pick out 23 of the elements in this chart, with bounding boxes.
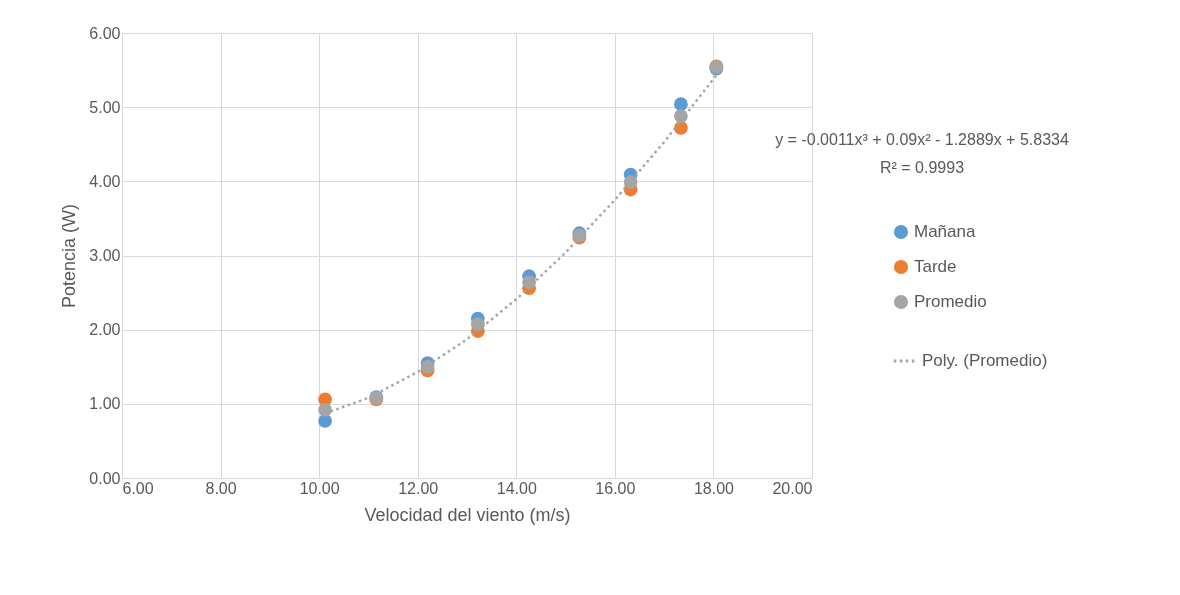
legend-label: Mañana [914,222,976,241]
x-axis-title: Velocidad del viento (m/s) [364,504,571,525]
y-tick-label: 6.00 [89,24,121,42]
y-tick-label: 1.00 [89,395,121,413]
y-tick-label: 4.00 [89,172,121,190]
x-tick-label: 6.00 [122,479,154,497]
annotation: y = -0.0011x³ + 0.09x² - 1.2889x + 5.8334 [775,131,1069,148]
y-tick-label: 5.00 [89,98,121,116]
x-tick-label: 20.00 [772,479,813,497]
y-tick-label: 0.00 [89,469,121,487]
y-tick-label: 3.00 [89,247,121,264]
legend-label: Tarde [914,257,957,276]
x-tick-label: 16.00 [595,479,636,497]
x-tick-label: 8.00 [205,479,237,497]
x-tick-label: 12.00 [398,479,439,497]
legend-label: Promedio [914,292,987,311]
x-tick-label: 10.00 [299,479,340,497]
y-axis-title: Potencia (W) [59,203,80,309]
text: R² = 0.9993 [879,159,965,176]
x-tick-label: 14.00 [496,479,537,497]
x-tick-label: 18.00 [693,479,735,497]
legend-label: Poly. (Promedio) [922,351,1048,370]
y-tick-label: 2.00 [89,321,121,339]
